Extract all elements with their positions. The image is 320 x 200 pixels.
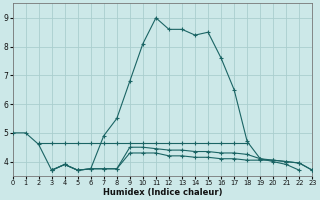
X-axis label: Humidex (Indice chaleur): Humidex (Indice chaleur) — [103, 188, 222, 197]
